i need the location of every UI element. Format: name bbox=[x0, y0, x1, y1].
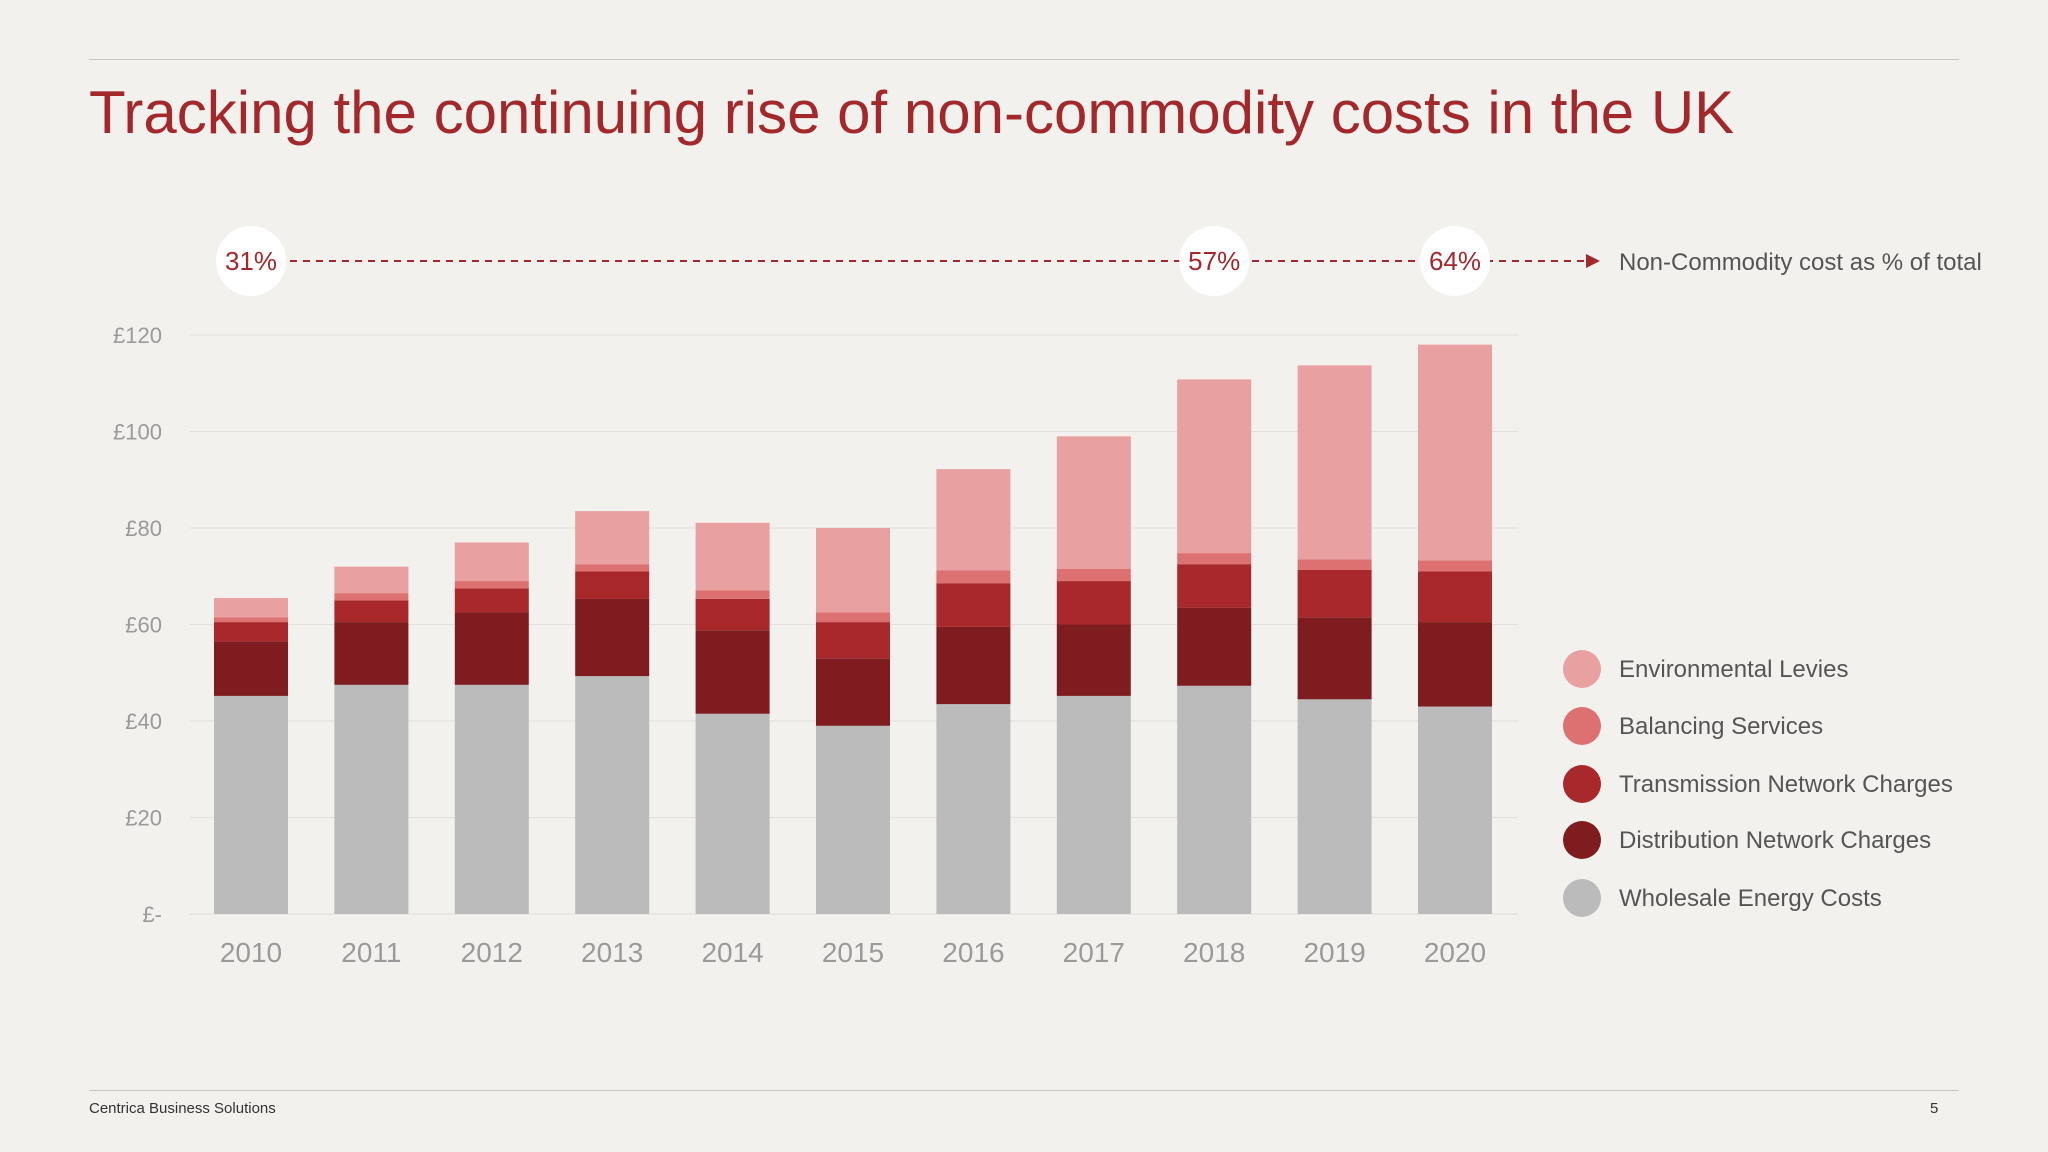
annotation-label: Non-Commodity cost as % of total bbox=[1619, 249, 1982, 276]
bar-segment bbox=[695, 598, 770, 631]
bar-segment bbox=[334, 684, 409, 914]
percentage-bubble bbox=[216, 226, 286, 296]
bar-segment bbox=[334, 600, 409, 623]
footer-company: Centrica Business Solutions bbox=[89, 1100, 276, 1117]
x-tick-label: 2017 bbox=[1063, 937, 1125, 968]
legend-label: Wholesale Energy Costs bbox=[1619, 885, 1882, 912]
bar-segment bbox=[1418, 622, 1492, 707]
bar-segment bbox=[214, 617, 288, 623]
bar-segment bbox=[575, 676, 650, 914]
bar-segment bbox=[334, 566, 409, 594]
bar-segment bbox=[1297, 559, 1372, 570]
x-tick-label: 2014 bbox=[701, 937, 763, 968]
x-tick-label: 2016 bbox=[942, 937, 1004, 968]
footer-page-number: 5 bbox=[1930, 1100, 1939, 1117]
top-rule bbox=[89, 59, 1959, 60]
y-tick-label: £20 bbox=[125, 806, 162, 831]
bar-segment bbox=[1056, 695, 1131, 914]
bar-segment bbox=[1177, 607, 1252, 686]
bar-segment bbox=[816, 612, 890, 623]
legend-swatch bbox=[1563, 879, 1601, 917]
bar-segment bbox=[1177, 685, 1252, 914]
y-tick-label: £40 bbox=[125, 709, 162, 734]
bar-segment bbox=[1297, 617, 1372, 700]
bar-segment bbox=[936, 583, 1011, 627]
bar-segment bbox=[936, 704, 1011, 914]
percentage-bubble bbox=[1179, 226, 1250, 296]
bar-segment bbox=[816, 725, 890, 914]
bar-segment bbox=[695, 522, 770, 591]
legend-label: Balancing Services bbox=[1619, 713, 1823, 740]
legend-swatch bbox=[1563, 765, 1601, 803]
bar-segment bbox=[454, 542, 529, 582]
bar-segment bbox=[1056, 569, 1131, 582]
bar-segment bbox=[1418, 706, 1492, 914]
x-tick-label: 2013 bbox=[581, 937, 643, 968]
y-tick-label: £60 bbox=[125, 613, 162, 638]
legend-label: Transmission Network Charges bbox=[1619, 771, 1953, 798]
bottom-rule bbox=[89, 1090, 1959, 1091]
bar-segment bbox=[816, 528, 890, 613]
y-tick-label: £100 bbox=[113, 420, 162, 445]
bar-segment bbox=[1056, 624, 1131, 696]
bar-segment bbox=[695, 630, 770, 714]
y-tick-label: £80 bbox=[125, 516, 162, 541]
bar-segment bbox=[1177, 553, 1252, 565]
bar-segment bbox=[1418, 571, 1492, 623]
x-tick-label: 2015 bbox=[822, 937, 884, 968]
x-tick-label: 2020 bbox=[1424, 937, 1486, 968]
page-title: Tracking the continuing rise of non-comm… bbox=[89, 79, 1735, 146]
bar-segment bbox=[1418, 344, 1492, 561]
bar-segment bbox=[214, 622, 288, 642]
bar-segment bbox=[214, 695, 288, 914]
bar-segment bbox=[454, 581, 529, 589]
bar-segment bbox=[1056, 581, 1131, 625]
x-tick-label: 2019 bbox=[1303, 937, 1365, 968]
bar-segment bbox=[454, 612, 529, 685]
bar-segment bbox=[214, 597, 288, 618]
bar-segment bbox=[1177, 564, 1252, 608]
percentage-bubble bbox=[1420, 226, 1490, 296]
bar-segment bbox=[936, 626, 1011, 705]
y-tick-label: £120 bbox=[113, 323, 162, 348]
bar-segment bbox=[1056, 436, 1131, 570]
bar-segment bbox=[454, 588, 529, 613]
bar-segment bbox=[334, 593, 409, 601]
x-tick-label: 2018 bbox=[1183, 937, 1245, 968]
legend-swatch bbox=[1563, 821, 1601, 859]
bar-segment bbox=[695, 713, 770, 914]
bar-segment bbox=[1418, 560, 1492, 572]
bar-segment bbox=[575, 598, 650, 677]
bar-segment bbox=[454, 684, 529, 914]
annotation-arrowhead bbox=[1586, 254, 1600, 268]
y-tick-label: £- bbox=[142, 902, 162, 927]
bar-segment bbox=[334, 622, 409, 685]
legend-swatch bbox=[1563, 707, 1601, 745]
percentage-label: 31% bbox=[225, 246, 277, 276]
x-tick-label: 2011 bbox=[341, 937, 401, 968]
legend-swatch bbox=[1563, 650, 1601, 688]
bar-segment bbox=[1297, 699, 1372, 914]
bar-segment bbox=[1297, 365, 1372, 560]
legend-label: Environmental Levies bbox=[1619, 656, 1848, 683]
bar-segment bbox=[695, 590, 770, 599]
percentage-label: 57% bbox=[1188, 246, 1240, 276]
x-tick-label: 2012 bbox=[461, 937, 523, 968]
bar-segment bbox=[575, 571, 650, 599]
x-tick-label: 2010 bbox=[220, 937, 282, 968]
bar-segment bbox=[1297, 569, 1372, 618]
bar-segment bbox=[575, 511, 650, 565]
legend-label: Distribution Network Charges bbox=[1619, 827, 1931, 854]
bar-segment bbox=[575, 564, 650, 572]
bar-segment bbox=[816, 658, 890, 726]
bar-segment bbox=[214, 641, 288, 696]
percentage-label: 64% bbox=[1429, 246, 1481, 276]
bar-segment bbox=[816, 622, 890, 659]
bar-segment bbox=[936, 570, 1011, 584]
bar-segment bbox=[936, 469, 1011, 571]
bar-segment bbox=[1177, 379, 1252, 554]
